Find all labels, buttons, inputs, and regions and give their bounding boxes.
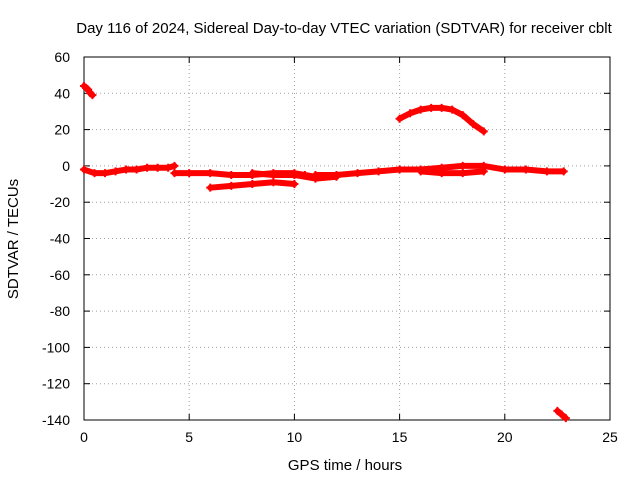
data-series	[80, 82, 570, 423]
y-tick-label: -40	[50, 231, 70, 247]
x-tick-label: 15	[392, 429, 408, 445]
y-tick-label: -20	[50, 194, 70, 210]
series-line	[417, 168, 487, 177]
data-point	[164, 163, 173, 172]
series-line	[81, 162, 178, 177]
y-tick-label: -60	[50, 267, 70, 283]
data-point	[469, 120, 478, 129]
data-point	[132, 165, 141, 174]
axis-ticks: 0 5 10 15 20 25 -140 -120 -100 -80 -60 -40 -20 0 20 40 6…	[42, 49, 618, 445]
x-tick-label: 0	[80, 429, 88, 445]
data-point	[269, 178, 278, 187]
series-arc-late-segment	[416, 167, 488, 178]
data-point	[416, 167, 425, 176]
data-point	[353, 169, 362, 178]
data-point	[458, 169, 467, 178]
data-point	[170, 161, 179, 170]
data-point	[559, 167, 568, 176]
y-tick-label: 60	[54, 49, 70, 65]
y-tick-label: 0	[62, 158, 70, 174]
data-point	[406, 109, 415, 118]
data-point	[542, 167, 551, 176]
data-point	[437, 169, 446, 178]
x-axis-title: GPS time / hours	[288, 457, 402, 474]
data-point	[185, 169, 194, 178]
data-point	[500, 165, 509, 174]
data-point	[561, 414, 570, 423]
data-point	[111, 167, 120, 176]
data-point	[143, 163, 152, 172]
data-point	[557, 410, 566, 419]
data-point	[227, 181, 236, 190]
y-tick-label: -100	[42, 339, 70, 355]
data-point	[290, 180, 299, 189]
y-tick-label: 40	[54, 85, 70, 101]
data-point	[448, 105, 457, 114]
y-tick-label: -120	[42, 376, 70, 392]
data-point	[458, 161, 467, 170]
data-point	[101, 169, 110, 178]
data-point	[88, 91, 97, 100]
y-tick-label: 20	[54, 122, 70, 138]
data-point	[290, 170, 299, 179]
data-point	[458, 111, 467, 120]
y-tick-label: -140	[42, 412, 70, 428]
data-point	[437, 103, 446, 112]
series-arc-early-high	[80, 82, 97, 100]
x-tick-label: 10	[287, 429, 303, 445]
data-point	[553, 406, 562, 415]
series-arc-late-low	[553, 406, 570, 423]
data-point	[227, 170, 236, 179]
series-arc-main-2	[311, 161, 568, 179]
data-point	[332, 172, 341, 181]
series-arc-dip	[206, 178, 299, 192]
data-point	[479, 127, 488, 136]
data-point	[395, 114, 404, 123]
data-point	[395, 165, 404, 174]
data-point	[248, 169, 257, 178]
data-point	[248, 180, 257, 189]
data-point	[80, 165, 88, 174]
series-arc-hump	[395, 103, 488, 136]
x-tick-label: 25	[602, 429, 618, 445]
chart-title: Day 116 of 2024, Sidereal Day-to-day VTE…	[76, 20, 612, 37]
data-point	[206, 183, 215, 192]
y-tick-label: -80	[50, 303, 70, 319]
data-point	[90, 169, 99, 178]
data-point	[374, 167, 383, 176]
data-point	[521, 165, 530, 174]
x-tick-label: 20	[497, 429, 513, 445]
data-point	[170, 169, 179, 178]
series-arc-mid-lower	[248, 169, 341, 183]
data-point	[427, 103, 436, 112]
data-point	[479, 167, 488, 176]
series-arc-main-0	[80, 161, 179, 178]
y-axis-title: SDTVAR / TECUs	[5, 179, 22, 299]
data-point	[416, 105, 425, 114]
data-point	[206, 169, 215, 178]
data-point	[311, 174, 320, 183]
data-point	[269, 170, 278, 179]
x-tick-label: 5	[185, 429, 193, 445]
data-point	[153, 163, 162, 172]
data-point	[122, 165, 131, 174]
